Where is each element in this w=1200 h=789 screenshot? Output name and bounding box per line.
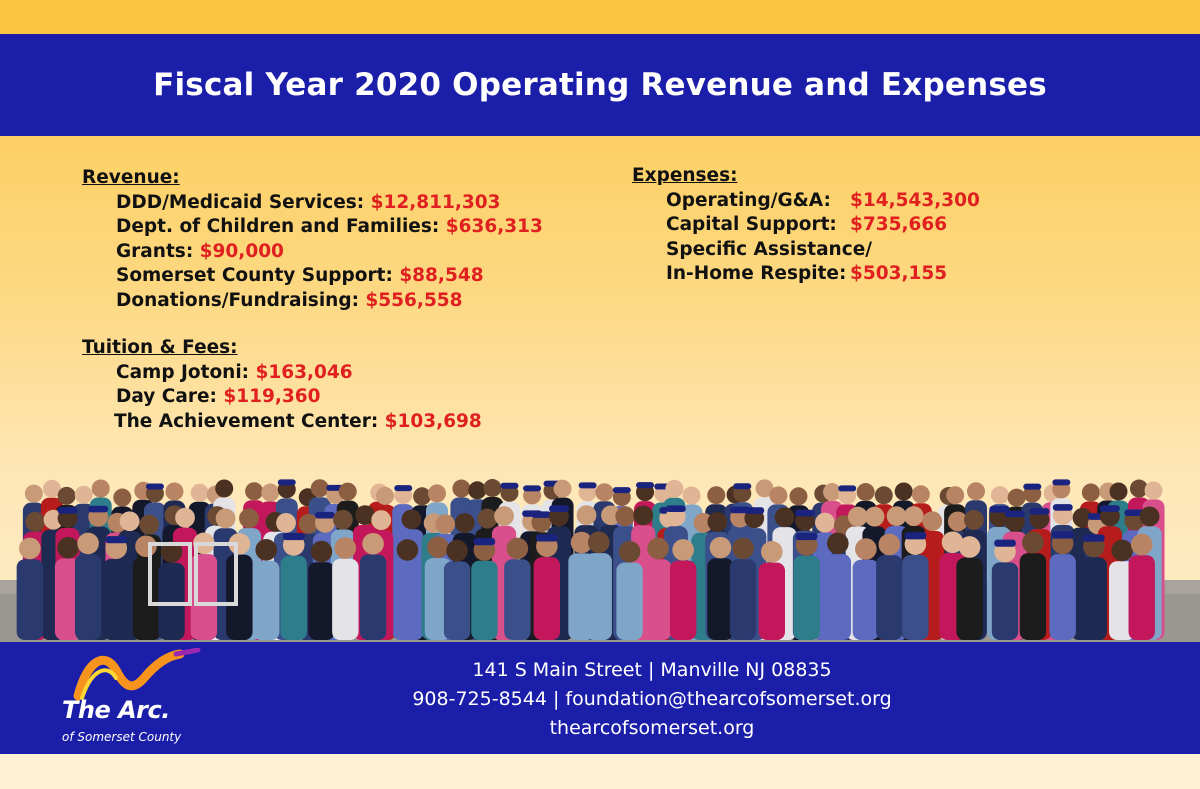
logo-subtitle: of Somerset County	[62, 730, 182, 744]
person-silhouette	[585, 531, 612, 640]
tuition-item-amount: $163,046	[255, 361, 353, 383]
expenses-item: Operating/G&A: $14,543,300	[632, 189, 980, 214]
expenses-heading: Expenses:	[632, 165, 738, 186]
person-silhouette	[616, 540, 643, 640]
person-silhouette	[253, 539, 280, 640]
person-silhouette	[280, 532, 307, 640]
person-silhouette	[902, 532, 929, 640]
revenue-item: Dept. of Children and Families: $636,313	[82, 215, 543, 240]
footer-band	[0, 642, 1200, 754]
arc-swoosh-icon	[73, 647, 201, 701]
person-silhouette	[332, 537, 359, 640]
person-silhouette	[1128, 533, 1155, 640]
person-silhouette	[758, 541, 786, 640]
expenses-item-amount: $503,155	[850, 263, 948, 284]
revenue-item-label: Dept. of Children and Families:	[116, 216, 440, 237]
bottom-strip	[0, 754, 1200, 789]
expenses-item: In-Home Respite: $503,155	[632, 262, 980, 287]
group-photo-illustration	[0, 479, 1200, 642]
person-silhouette	[707, 536, 734, 640]
revenue-item-label: Grants:	[116, 240, 194, 262]
expenses-item-label: Specific Assistance/	[666, 238, 873, 260]
person-silhouette	[226, 533, 253, 640]
person-silhouette	[1080, 534, 1108, 640]
revenue-heading: Revenue:	[82, 167, 180, 188]
person-silhouette	[1019, 531, 1047, 640]
expenses-item-amount: $735,666	[850, 214, 948, 235]
tuition-item-label: Day Care:	[116, 386, 217, 407]
group-photo	[0, 440, 1200, 642]
logo-name: The Arc.	[62, 696, 170, 724]
footer-address: 141 S Main Street | Manville NJ 08835	[472, 659, 832, 681]
person-silhouette	[308, 540, 335, 640]
person-silhouette	[74, 532, 102, 640]
person-silhouette	[876, 533, 903, 640]
page-title: Fiscal Year 2020 Operating Revenue and E…	[153, 67, 1047, 103]
revenue-section: Revenue: DDD/Medicaid Services: $12,811,…	[82, 166, 543, 313]
expenses-item-label: Operating/G&A:	[666, 189, 831, 211]
tuition-item-label: Camp Jotoni:	[116, 361, 250, 383]
person-silhouette	[471, 537, 498, 640]
person-silhouette	[443, 539, 471, 640]
revenue-item-amount: $636,313	[445, 216, 543, 237]
expenses-section: Expenses: Operating/G&A: $14,543,300 Capi…	[632, 164, 980, 287]
person-silhouette	[1049, 531, 1076, 640]
person-silhouette	[103, 536, 130, 640]
revenue-item: Donations/Fundraising: $556,558	[82, 289, 543, 314]
revenue-item-amount: $556,558	[365, 289, 463, 311]
person-silhouette	[394, 539, 421, 640]
person-silhouette	[158, 541, 185, 640]
person-silhouette	[54, 536, 82, 640]
contact-info: 141 S Main Street | Manville NJ 08835 90…	[400, 656, 904, 743]
title-banner: Fiscal Year 2020 Operating Revenue and E…	[0, 34, 1200, 136]
person-silhouette	[729, 537, 757, 640]
revenue-item: DDD/Medicaid Services: $12,811,303	[82, 191, 543, 216]
person-silhouette	[793, 532, 820, 640]
person-silhouette	[991, 539, 1019, 640]
tuition-section: Tuition & Fees: Camp Jotoni: $163,046 Da…	[82, 336, 482, 434]
expenses-item: Specific Assistance/	[632, 238, 980, 263]
footer-contact[interactable]: 908-725-8544 | foundation@thearcofsomers…	[412, 688, 892, 710]
tuition-item-amount: $103,698	[384, 410, 482, 432]
expenses-item-label: Capital Support:	[666, 214, 837, 235]
walker-icon	[148, 542, 238, 606]
revenue-item-label: Somerset County Support:	[116, 265, 393, 286]
person-silhouette	[852, 538, 880, 640]
tuition-item: Day Care: $119,360	[82, 385, 482, 410]
person-silhouette	[824, 532, 852, 640]
revenue-item-amount: $12,811,303	[370, 191, 501, 213]
arc-logo: The Arc. of Somerset County	[58, 647, 238, 752]
revenue-item-amount: $90,000	[199, 240, 284, 262]
person-silhouette	[132, 535, 160, 640]
revenue-item-amount: $88,548	[399, 265, 484, 286]
revenue-item: Grants: $90,000	[82, 240, 543, 265]
person-silhouette	[669, 539, 697, 640]
revenue-item-label: Donations/Fundraising:	[116, 289, 359, 311]
expenses-item: Capital Support: $735,666	[632, 213, 980, 238]
top-strip	[0, 0, 1200, 34]
person-silhouette	[359, 532, 387, 640]
person-silhouette	[533, 534, 561, 640]
person-silhouette	[956, 536, 983, 640]
person-silhouette	[504, 537, 531, 640]
revenue-item-label: DDD/Medicaid Services:	[116, 191, 365, 213]
tuition-item-label: The Achievement Center:	[114, 410, 379, 432]
person-silhouette	[16, 537, 44, 640]
footer-website[interactable]: thearcofsomerset.org	[549, 717, 755, 739]
tuition-item: Camp Jotoni: $163,046	[82, 361, 482, 386]
expenses-item-label: In-Home Respite:	[666, 263, 847, 284]
person-silhouette	[644, 537, 672, 640]
tuition-item-amount: $119,360	[223, 386, 321, 407]
expenses-item-amount: $14,543,300	[850, 189, 980, 211]
tuition-heading: Tuition & Fees:	[82, 337, 238, 358]
tuition-item: The Achievement Center: $103,698	[82, 410, 482, 435]
revenue-item: Somerset County Support: $88,548	[82, 264, 543, 289]
